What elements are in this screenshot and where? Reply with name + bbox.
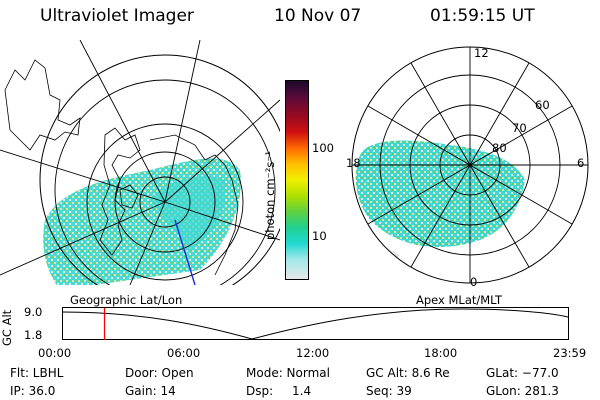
left-panel-caption: Geographic Lat/Lon — [70, 293, 183, 307]
door-info: Door: Open — [125, 366, 194, 380]
mlat-label-80: 80 — [492, 141, 507, 155]
mlat-label-70: 70 — [512, 121, 527, 135]
coastline — [4, 59, 81, 151]
time-tick-0600: 06:00 — [167, 346, 201, 360]
magnetic-polar-map — [351, 46, 589, 284]
glat-info: GLat: −77.0 — [486, 366, 559, 380]
altitude-curve — [61, 308, 569, 340]
aurora-oval — [355, 140, 525, 248]
dsp-label: Dsp: — [246, 384, 274, 398]
time-tick-0000: 00:00 — [38, 346, 72, 360]
colorbar-tick-100: 100 — [312, 141, 334, 155]
mlt-label-6: 6 — [577, 156, 585, 170]
gain-info: Gain: 14 — [125, 384, 176, 398]
colorbar-tick-10: 10 — [312, 229, 327, 243]
altitude-ytick-max: 9.0 — [24, 305, 43, 319]
glon-info: GLon: 281.3 — [486, 384, 559, 398]
mode-info: Mode: Normal — [246, 366, 330, 380]
mlt-label-12: 12 — [474, 46, 489, 60]
mlt-label-18: 18 — [346, 156, 361, 170]
altitude-axis-label: GC Alt — [0, 309, 14, 346]
dsp-value: 1.4 — [292, 384, 312, 398]
time-tick-2359: 23:59 — [553, 346, 587, 360]
time-tick-1200: 12:00 — [296, 346, 330, 360]
colorbar — [285, 80, 309, 280]
geographic-map — [0, 40, 280, 285]
colorbar-unit-label: photon cm⁻²s⁻¹ — [263, 151, 277, 240]
altitude-ytick-min: 1.8 — [24, 328, 43, 342]
mlt-label-0: 0 — [470, 275, 478, 289]
filter-info: Flt: LBHL — [10, 366, 64, 380]
instrument-title: Ultraviolet Imager — [40, 6, 194, 26]
ip-info: IP: 36.0 — [10, 384, 56, 398]
gc-alt-info: GC Alt: 8.6 Re — [366, 366, 450, 380]
altitude-plot — [61, 307, 569, 340]
right-panel-caption: Apex MLat/MLT — [416, 293, 503, 307]
seq-info: Seq: 39 — [366, 384, 412, 398]
mlat-label-60: 60 — [535, 98, 550, 112]
time-tick-1800: 18:00 — [424, 346, 458, 360]
observation-date: 10 Nov 07 — [274, 6, 362, 26]
observation-time: 01:59:15 UT — [430, 6, 535, 26]
